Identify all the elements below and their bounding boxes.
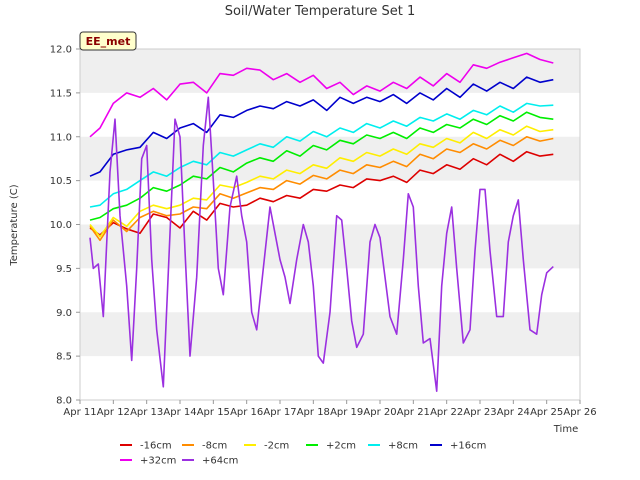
series-line-plus2cm bbox=[89, 111, 554, 221]
y-tick-label: 10.5 bbox=[50, 176, 72, 187]
x-tick-label: Apr 11 bbox=[63, 407, 96, 418]
x-axis-label: Time bbox=[553, 424, 578, 435]
series-line-minus2cm bbox=[89, 125, 554, 238]
series-line-minus8cm bbox=[89, 136, 554, 242]
y-tick-label: 11.5 bbox=[50, 88, 72, 99]
y-tick-label: 11.0 bbox=[50, 132, 72, 143]
legend-label: +16cm bbox=[450, 441, 486, 452]
x-tick-label: Apr 24 bbox=[497, 407, 530, 418]
y-tick-label: 8.0 bbox=[56, 396, 72, 407]
grid-band bbox=[80, 224, 580, 269]
legend-label: -16cm bbox=[140, 441, 172, 452]
x-tick-label: Apr 12 bbox=[97, 407, 130, 418]
grid-band bbox=[80, 49, 580, 93]
y-axis-ticks: 8.0 8.5 9.0 9.5 10.0 10.5 11.0 11.5 12.0 bbox=[50, 45, 80, 407]
x-tick-label: Apr 22 bbox=[430, 407, 463, 418]
y-tick-label: 9.0 bbox=[56, 308, 72, 319]
chart-title: Soil/Water Temperature Set 1 bbox=[225, 4, 416, 19]
x-tick-label: Apr 16 bbox=[230, 407, 263, 418]
station-badge: EE_met bbox=[79, 31, 137, 51]
legend-label: +32cm bbox=[140, 456, 176, 467]
legend-label: -2cm bbox=[264, 441, 289, 452]
station-badge-label: EE_met bbox=[86, 35, 131, 48]
x-tick-label: Apr 19 bbox=[330, 407, 363, 418]
x-tick-label: Apr 18 bbox=[297, 407, 330, 418]
x-tick-label: Apr 14 bbox=[163, 407, 196, 418]
x-tick-label: Apr 13 bbox=[130, 407, 163, 418]
series-line-minus16cm bbox=[89, 150, 554, 236]
x-tick-label: Apr 23 bbox=[463, 407, 496, 418]
x-tick-label: Apr 15 bbox=[197, 407, 230, 418]
legend-label: +64cm bbox=[202, 456, 238, 467]
x-tick-label: Apr 17 bbox=[263, 407, 296, 418]
y-tick-label: 9.5 bbox=[56, 264, 72, 275]
x-axis-ticks: Apr 11 Apr 12 Apr 13 Apr 14 Apr 15 Apr 16 Apr … bbox=[63, 400, 597, 418]
x-tick-label: Apr 21 bbox=[397, 407, 430, 418]
y-tick-label: 8.5 bbox=[56, 352, 72, 363]
series-line-plus8cm bbox=[89, 102, 554, 208]
y-tick-label: 10.0 bbox=[50, 220, 72, 231]
grid-bands bbox=[80, 49, 580, 400]
legend-label: -8cm bbox=[202, 441, 227, 452]
legend: -16cm -8cm -2cm +2cm +8cm +16cm +32cm +64cm bbox=[120, 441, 486, 467]
y-axis-label: Temperature (C) bbox=[9, 184, 20, 266]
legend-label: +2cm bbox=[326, 441, 356, 452]
series-line-plus64cm bbox=[89, 96, 554, 393]
y-tick-label: 12.0 bbox=[50, 45, 72, 56]
x-tick-label: Apr 20 bbox=[363, 407, 396, 418]
series-layer bbox=[89, 52, 554, 393]
series-line-plus32cm bbox=[89, 52, 554, 138]
grid-band bbox=[80, 136, 580, 181]
series-line-plus16cm bbox=[89, 76, 554, 177]
x-tick-label: Apr 26 bbox=[563, 407, 596, 418]
grid-band bbox=[80, 312, 580, 357]
x-tick-label: Apr 25 bbox=[530, 407, 563, 418]
legend-label: +8cm bbox=[388, 441, 418, 452]
